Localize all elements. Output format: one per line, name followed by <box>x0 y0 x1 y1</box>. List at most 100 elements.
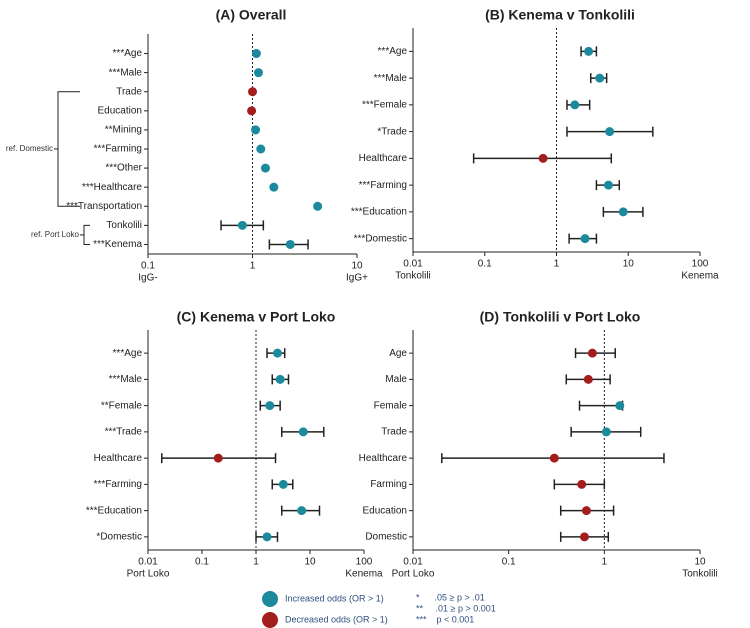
point <box>237 220 247 230</box>
y-tick-label: Female <box>374 400 408 411</box>
point <box>538 153 548 163</box>
y-tick-label: ***Male <box>109 374 143 385</box>
y-tick-label: ***Male <box>109 67 143 78</box>
point <box>275 374 285 384</box>
point <box>605 127 615 137</box>
point <box>297 506 307 516</box>
x-tick-label: 1 <box>250 261 256 272</box>
y-tick-label: ***Education <box>86 505 142 516</box>
point <box>583 374 593 384</box>
x-tick-label: 10 <box>304 557 316 568</box>
point <box>251 125 261 135</box>
y-tick-label: ***Domestic <box>354 233 407 244</box>
x-label-left: IgG- <box>138 273 157 284</box>
point <box>278 479 288 489</box>
y-tick-label: ***Farming <box>94 479 142 490</box>
point <box>577 479 587 489</box>
y-tick-label: ***Other <box>105 163 142 174</box>
legend-label: Increased odds (OR > 1) <box>285 593 384 603</box>
y-tick-label: Trade <box>116 86 142 97</box>
legend-swatch <box>262 591 278 607</box>
point <box>580 234 590 244</box>
point <box>247 106 257 116</box>
significance-note: ** .01 ≥ p > 0.001 <box>416 603 496 613</box>
x-label-right: Kenema <box>681 271 719 282</box>
y-tick-label: ***Age <box>378 46 408 57</box>
point <box>579 532 589 542</box>
point <box>587 348 597 358</box>
legend-swatch <box>262 612 278 628</box>
point <box>618 207 628 217</box>
y-tick-label: ***Transportation <box>66 201 142 212</box>
point <box>253 68 263 78</box>
y-tick-label: ***Farming <box>359 180 407 191</box>
point <box>262 532 272 542</box>
x-tick-label: 100 <box>692 259 709 270</box>
y-tick-label: Domestic <box>365 532 407 543</box>
point <box>251 49 261 59</box>
y-tick-label: Healthcare <box>94 453 143 464</box>
point <box>260 163 270 173</box>
panel-title: (B) Kenema v Tonkolili <box>485 7 635 23</box>
y-tick-label: ***Trade <box>105 427 143 438</box>
y-tick-label: Education <box>98 105 142 116</box>
point <box>272 348 282 358</box>
panel-title: (A) Overall <box>216 7 287 23</box>
point <box>615 401 625 411</box>
y-tick-label: ***Kenema <box>93 239 142 250</box>
x-label-left: Port Loko <box>127 569 170 580</box>
y-tick-label: ***Healthcare <box>82 182 142 193</box>
x-tick-label: 1 <box>602 557 608 568</box>
x-tick-label: 1 <box>554 259 560 270</box>
x-tick-label: 0.1 <box>478 259 492 270</box>
x-tick-label: 0.1 <box>195 557 209 568</box>
significance-note: * .05 ≥ p > .01 <box>416 592 485 602</box>
legend-label: Decreased odds (OR > 1) <box>285 614 388 624</box>
point <box>298 427 308 437</box>
point <box>285 239 295 249</box>
x-tick-label: 0.01 <box>403 557 423 568</box>
x-tick-label: 10 <box>351 261 363 272</box>
x-tick-label: 100 <box>356 557 373 568</box>
x-label-right: IgG+ <box>346 273 368 284</box>
y-tick-label: ***Age <box>113 48 143 59</box>
x-tick-label: 1 <box>253 557 259 568</box>
x-label-left: Port Loko <box>392 569 435 580</box>
y-tick-label: Healthcare <box>359 153 408 164</box>
x-tick-label: 0.01 <box>138 557 158 568</box>
point <box>581 506 591 516</box>
annotation: ref. Port Loko <box>31 230 80 239</box>
y-tick-label: Tonkolili <box>106 220 142 231</box>
y-tick-label: ***Female <box>362 100 407 111</box>
annotation: ref. Domestic <box>6 144 53 153</box>
point <box>595 73 605 83</box>
y-tick-label: Healthcare <box>359 453 408 464</box>
y-tick-label: Age <box>389 348 407 359</box>
y-tick-label: Education <box>363 505 407 516</box>
point <box>584 46 594 56</box>
panel-title: (C) Kenema v Port Loko <box>177 309 336 325</box>
significance-note: *** p < 0.001 <box>416 614 474 624</box>
x-tick-label: 10 <box>694 557 706 568</box>
y-tick-label: **Mining <box>105 125 142 136</box>
y-tick-label: ***Farming <box>94 144 142 155</box>
point <box>603 180 613 190</box>
y-tick-label: Male <box>385 374 407 385</box>
x-tick-label: 0.1 <box>141 261 155 272</box>
point <box>269 182 279 192</box>
x-label-right: Kenema <box>345 569 383 580</box>
point <box>248 87 257 97</box>
point <box>601 427 611 437</box>
y-tick-label: Trade <box>381 427 407 438</box>
y-tick-label: *Domestic <box>96 532 142 543</box>
bracket <box>83 224 90 245</box>
x-label-right: Tonkolili <box>682 569 718 580</box>
y-tick-label: **Female <box>101 400 143 411</box>
point <box>313 201 323 211</box>
x-tick-label: 10 <box>623 259 635 270</box>
point <box>256 144 266 154</box>
y-tick-label: Farming <box>370 479 407 490</box>
x-tick-label: 0.01 <box>403 259 423 270</box>
panel-title: (D) Tonkolili v Port Loko <box>480 309 641 325</box>
